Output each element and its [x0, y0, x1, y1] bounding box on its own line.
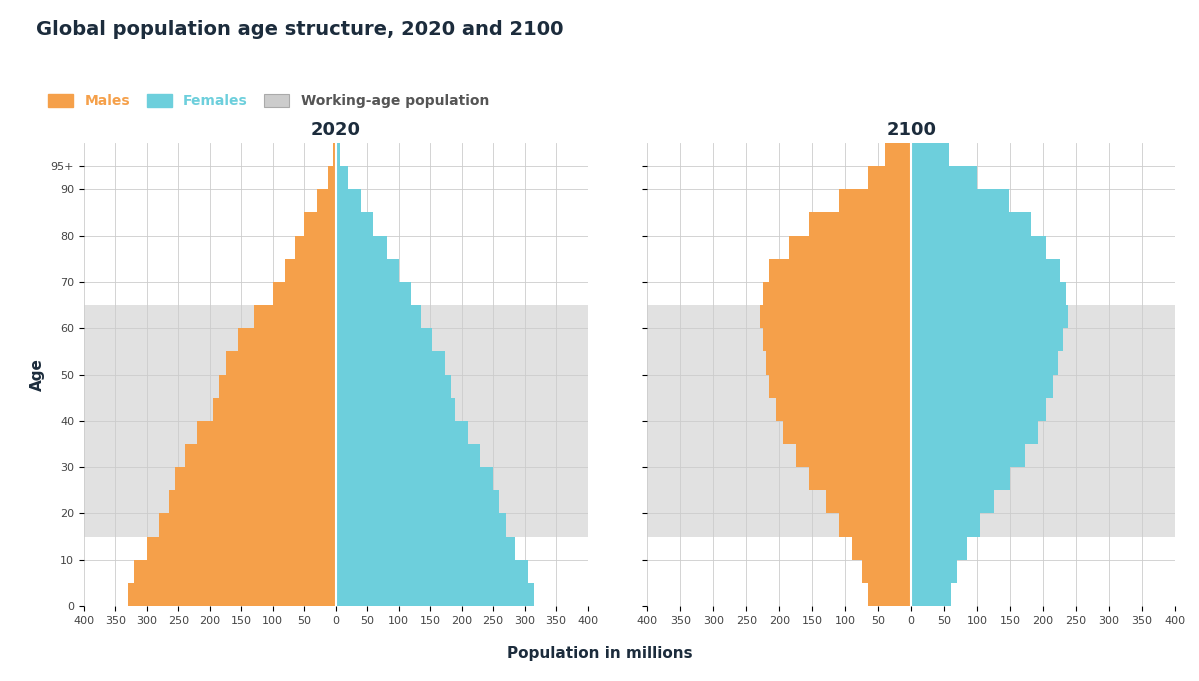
Bar — [770, 375, 911, 398]
Bar — [295, 236, 336, 259]
Bar — [776, 398, 911, 421]
Bar — [147, 537, 336, 560]
Bar — [911, 351, 1058, 375]
Bar — [134, 560, 336, 583]
Bar — [185, 444, 336, 467]
Bar — [839, 513, 911, 537]
Bar — [336, 583, 534, 606]
Bar — [766, 351, 911, 375]
Text: Population in millions: Population in millions — [507, 646, 692, 661]
Bar — [783, 421, 911, 444]
Bar — [333, 143, 336, 166]
Bar — [911, 305, 1068, 328]
Bar — [911, 513, 981, 537]
Bar — [809, 467, 911, 490]
Bar — [770, 259, 911, 282]
Bar — [336, 212, 374, 236]
Bar — [336, 398, 456, 421]
Bar — [336, 560, 528, 583]
Bar — [197, 421, 336, 444]
Bar — [254, 305, 336, 328]
Bar — [647, 305, 1175, 537]
Bar — [336, 282, 411, 305]
Bar — [911, 560, 957, 583]
Bar — [128, 583, 336, 606]
Bar — [868, 166, 911, 189]
Bar — [911, 166, 977, 189]
Bar — [169, 490, 336, 513]
Bar — [213, 398, 336, 421]
Bar — [763, 282, 911, 305]
Bar — [911, 583, 951, 606]
Bar — [911, 143, 950, 166]
Bar — [336, 467, 493, 490]
Bar — [839, 189, 911, 212]
Bar — [336, 328, 432, 351]
Bar — [159, 513, 336, 537]
Bar — [336, 189, 361, 212]
Bar — [336, 490, 499, 513]
Bar — [336, 143, 341, 166]
Bar — [225, 351, 336, 375]
Bar — [329, 166, 336, 189]
Bar — [868, 583, 911, 606]
Bar — [862, 560, 911, 583]
Bar — [911, 212, 1031, 236]
Bar — [285, 259, 336, 282]
Bar — [911, 375, 1053, 398]
Bar — [763, 328, 911, 351]
Bar — [336, 351, 445, 375]
Bar — [336, 421, 468, 444]
Bar — [175, 467, 336, 490]
Text: Global population age structure, 2020 and 2100: Global population age structure, 2020 an… — [36, 20, 564, 39]
Bar — [911, 398, 1047, 421]
Bar — [317, 189, 336, 212]
Bar — [911, 282, 1066, 305]
Bar — [336, 259, 398, 282]
Bar — [885, 143, 911, 166]
Bar — [911, 236, 1047, 259]
Bar — [336, 513, 506, 537]
Bar — [273, 282, 336, 305]
Bar — [219, 375, 336, 398]
Bar — [84, 305, 588, 537]
Bar — [789, 236, 911, 259]
Title: 2020: 2020 — [311, 121, 361, 139]
Bar — [825, 490, 911, 513]
Bar — [336, 236, 387, 259]
Bar — [336, 166, 348, 189]
Bar — [760, 305, 911, 328]
Bar — [796, 444, 911, 467]
Bar — [911, 467, 1010, 490]
Bar — [809, 212, 911, 236]
Bar — [911, 490, 994, 513]
Bar — [336, 375, 451, 398]
Title: 2100: 2100 — [886, 121, 936, 139]
Bar — [911, 537, 968, 560]
Bar — [911, 259, 1060, 282]
Bar — [305, 212, 336, 236]
Bar — [911, 189, 1008, 212]
Bar — [911, 444, 1025, 467]
Bar — [851, 537, 911, 560]
Bar — [336, 444, 481, 467]
Bar — [911, 421, 1038, 444]
Legend: Males, Females, Working-age population: Males, Females, Working-age population — [43, 89, 494, 114]
Bar — [336, 305, 421, 328]
Bar — [239, 328, 336, 351]
Bar — [911, 328, 1064, 351]
Y-axis label: Age: Age — [30, 358, 46, 391]
Bar — [336, 537, 516, 560]
